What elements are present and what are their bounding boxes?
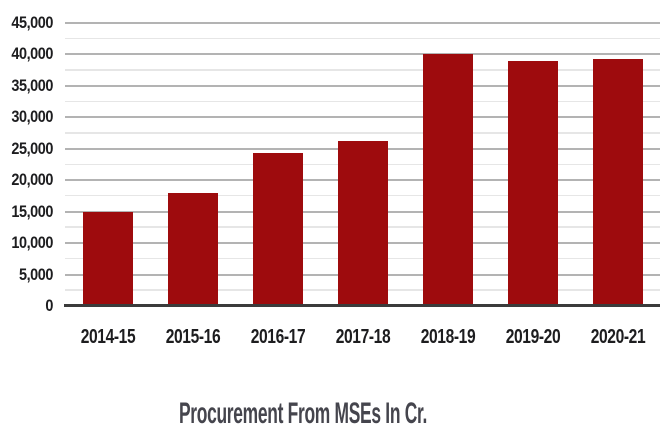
gridline-minor (65, 100, 660, 103)
x-tick-label: 2014-15 (80, 326, 135, 348)
bar-2014-15 (82, 211, 133, 306)
y-tick-label: 10,000 (11, 233, 54, 253)
x-tick-label: 2020-21 (590, 326, 645, 348)
x-tick-label: 2016-17 (250, 326, 305, 348)
y-tick-label: 30,000 (11, 107, 54, 127)
x-tick-label: 2017-18 (335, 326, 390, 348)
gridline-major (65, 84, 660, 87)
x-tick-label: 2019-20 (505, 326, 560, 348)
chart-title: Procurement From MSEs In Cr. (178, 397, 428, 430)
gridline-major (65, 53, 660, 56)
bar-2017-18 (337, 141, 388, 306)
x-tick-label: 2018-19 (420, 326, 475, 348)
gridline-minor (65, 132, 660, 134)
bar-2018-19 (422, 53, 473, 306)
bar-2019-20 (507, 60, 558, 306)
bar-2020-21 (592, 59, 643, 306)
gridline-minor (65, 37, 660, 40)
y-tick-label: 20,000 (11, 170, 54, 190)
y-tick-label: 5,000 (18, 264, 53, 284)
y-tick-label: 45,000 (11, 13, 54, 32)
y-tick-label: 0 (45, 296, 53, 315)
y-tick-label: 40,000 (11, 44, 54, 64)
bar-2016-17 (252, 153, 303, 306)
x-tick-label: 2015-16 (165, 326, 220, 348)
bar-2015-16 (167, 192, 218, 306)
y-tick-label: 15,000 (11, 201, 54, 221)
y-tick-label: 25,000 (11, 138, 54, 158)
y-tick-label: 35,000 (11, 75, 54, 95)
gridline-minor (65, 69, 660, 71)
gridline-major (65, 22, 660, 24)
gridline-major (65, 116, 660, 119)
x-axis-line (64, 304, 660, 307)
